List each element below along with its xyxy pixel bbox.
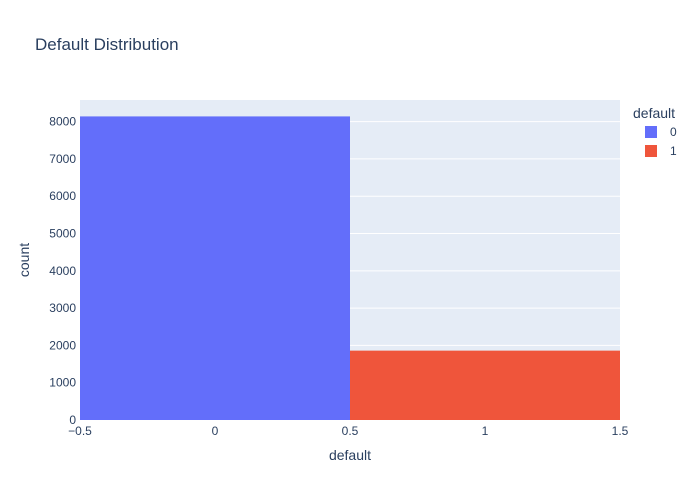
legend-title: default	[633, 105, 675, 121]
x-tick-label: 0.5	[342, 424, 359, 438]
y-tick-label: 4000	[49, 264, 76, 278]
bar-0[interactable]	[80, 116, 350, 421]
y-axis-ticks: 0 1000 2000 3000 4000 5000 6000 7000 8000	[49, 115, 76, 427]
x-tick-label: 0	[212, 424, 219, 438]
bars	[80, 116, 620, 421]
y-tick-label: 8000	[49, 115, 76, 129]
y-tick-label: 1000	[49, 376, 76, 390]
chart-title: Default Distribution	[35, 35, 179, 54]
y-tick-label: 6000	[49, 189, 76, 203]
x-axis-ticks: −0.5 0 0.5 1 1.5	[68, 424, 629, 438]
y-axis-title: count	[16, 243, 32, 277]
x-tick-label: 1	[482, 424, 489, 438]
x-tick-label: 1.5	[612, 424, 629, 438]
legend-swatch-1[interactable]	[645, 145, 657, 157]
bar-1[interactable]	[350, 350, 620, 420]
y-tick-label: 0	[69, 413, 76, 427]
y-tick-label: 3000	[49, 301, 76, 315]
x-axis-title: default	[329, 447, 371, 463]
y-tick-label: 7000	[49, 152, 76, 166]
legend: default 0 1	[633, 105, 677, 158]
legend-label-1[interactable]: 1	[670, 144, 677, 158]
y-tick-label: 5000	[49, 227, 76, 241]
y-tick-label: 2000	[49, 338, 76, 352]
legend-label-0[interactable]: 0	[670, 125, 677, 139]
legend-swatch-0[interactable]	[645, 126, 657, 138]
x-tick-label: −0.5	[68, 424, 92, 438]
